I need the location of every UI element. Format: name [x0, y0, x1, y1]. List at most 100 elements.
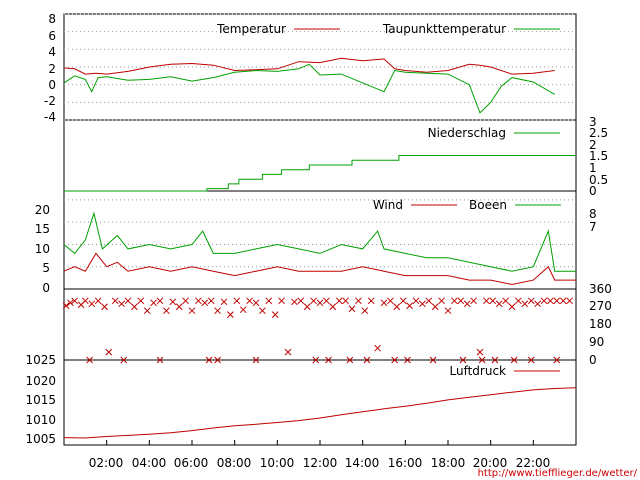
temperature-panel: 8 6 4 2 0 -2 -4 Temperatur Taupunkttempe… [44, 12, 560, 124]
wind-direction-point [252, 299, 260, 307]
wind-direction-point [188, 307, 196, 315]
wind-direction-point [323, 297, 330, 305]
wind-direction-point [483, 297, 490, 305]
x-tick-label: 06:00 [174, 456, 209, 470]
wind-panel: 20 15 10 5 0 8 7 Wind Boeen [35, 198, 597, 295]
wind-direction-point [451, 297, 458, 305]
wind-direction-point [553, 356, 561, 364]
wind-direction-point [355, 297, 362, 305]
wind-direction-point [387, 297, 394, 305]
series-line-luftdruck [63, 387, 577, 439]
wind-direction-point [105, 348, 113, 356]
wind-ytick: 5 [42, 261, 50, 275]
wind-direction-point [476, 348, 484, 356]
precip-ytick: 0.5 [589, 173, 608, 187]
pressure-ytick: 1020 [25, 374, 56, 388]
wind-direction-point [419, 300, 426, 308]
temp-ytick: 0 [48, 78, 56, 92]
wind-direction-point [233, 297, 241, 305]
wind-direction-point [214, 356, 221, 364]
wind-direction-point [316, 299, 324, 307]
wind-direction-point [252, 356, 260, 364]
wind-direction-point [431, 303, 439, 311]
wind-direction-point [169, 298, 177, 306]
wind-direction-point [312, 356, 320, 364]
wind-direction-point [470, 297, 477, 305]
wind-direction-point [278, 297, 285, 305]
wind-direction-point [457, 297, 465, 305]
precip-ytick: 2.5 [589, 126, 608, 140]
footer-url[interactable]: http://www.tiefflieger.de/wetter/ [478, 468, 638, 479]
wind-direction-point [259, 307, 266, 315]
wind-direction-point [271, 311, 279, 318]
series-line-taupunkttemperatur [63, 63, 555, 114]
wind-direction-point [120, 356, 128, 364]
wind-direction-point [348, 305, 356, 313]
wind-direction-point [342, 297, 349, 305]
x-tick-label: 22:00 [516, 456, 551, 470]
wind-direction-point [502, 297, 509, 305]
series-line-boeen [63, 211, 576, 272]
wind-direction-point [207, 297, 215, 305]
wind-direction-point [391, 356, 399, 364]
wind-direction-point [71, 297, 79, 305]
wind-right-tick: 7 [589, 220, 597, 234]
wind-direction-point [406, 302, 413, 310]
wind-direction-point [156, 297, 164, 305]
wind-direction-point [438, 297, 445, 305]
chart-marks [62, 13, 577, 445]
x-axis: 02:00 04:00 06:00 08:00 10:00 12:00 14:0… [89, 456, 551, 470]
wind-direction-point [201, 299, 209, 307]
wind-direction-point [527, 297, 535, 305]
wind-direction-point [425, 297, 433, 305]
wind-direction-point [156, 356, 164, 364]
wind-direction-point [534, 300, 541, 308]
wind-direction-point [412, 297, 420, 305]
wind-direction-point [284, 348, 292, 356]
wind-direction-point [67, 299, 74, 307]
wind-direction-point [94, 297, 102, 305]
series-line-temperatur [63, 57, 555, 75]
x-tick-label: 20:00 [473, 456, 508, 470]
x-tick-label: 18:00 [431, 456, 466, 470]
wind-direction-point [195, 297, 202, 305]
wind-direction-point [163, 307, 170, 315]
legend-luftdruck-label: Luftdruck [449, 364, 506, 378]
direction-ytick: 270 [589, 299, 612, 313]
x-tick-label: 14:00 [345, 456, 380, 470]
wind-direction-point [220, 298, 228, 306]
legend-taupunkt-label: Taupunkttemperatur [382, 22, 506, 36]
temp-ytick: 2 [48, 62, 56, 76]
wind-direction-point [246, 297, 253, 305]
wind-direction-point [325, 356, 332, 364]
direction-ytick: 180 [589, 317, 612, 331]
wind-direction-point [101, 303, 108, 311]
wind-direction-point [510, 356, 518, 364]
direction-ytick: 0 [589, 353, 597, 367]
wind-direction-point [527, 356, 535, 364]
wind-direction-point [86, 356, 93, 364]
pressure-ytick: 1005 [25, 432, 56, 446]
wind-direction-point [62, 302, 70, 310]
wind-direction-point [182, 297, 189, 305]
wind-direction-point [175, 303, 183, 311]
legend-boeen-label: Boeen [469, 198, 507, 212]
wind-direction-point [489, 297, 497, 305]
wind-direction-point [478, 356, 486, 364]
wind-ytick: 20 [35, 203, 50, 217]
wind-direction-point [380, 299, 388, 307]
wind-direction-point [227, 311, 234, 318]
wind-direction-point [491, 356, 499, 364]
direction-ytick: 90 [589, 335, 604, 349]
wind-direction-point [559, 297, 567, 305]
precip-ytick: 3 [589, 115, 597, 129]
x-tick-label: 10:00 [260, 456, 295, 470]
precip-ytick: 1 [589, 161, 597, 175]
wind-direction-point [361, 307, 369, 315]
wind-direction-point [335, 297, 343, 305]
temp-ytick: -4 [44, 110, 56, 124]
wind-direction-point [553, 297, 561, 305]
wind-direction-point [131, 303, 138, 311]
wind-direction-point [297, 297, 305, 305]
